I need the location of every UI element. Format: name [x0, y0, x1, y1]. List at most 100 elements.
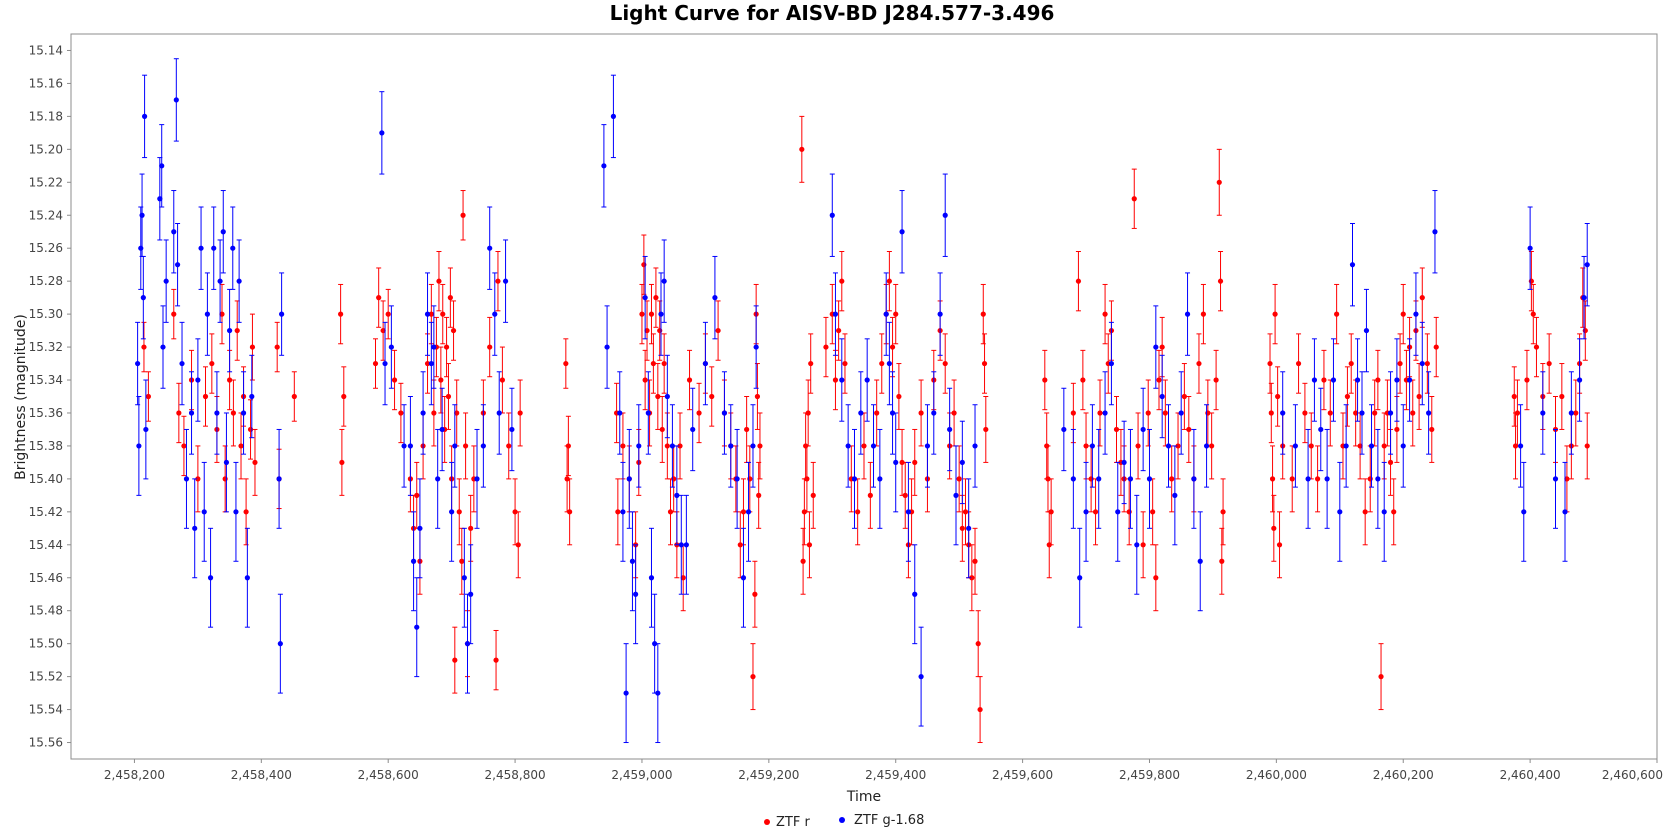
data-point [752, 591, 758, 597]
data-point [1429, 426, 1435, 433]
y-tick-label: 15.14 [29, 43, 63, 57]
x-tick-label: 2,460,600 [1602, 768, 1663, 782]
data-point [279, 311, 285, 317]
data-point [160, 344, 166, 350]
data-point [757, 443, 763, 449]
data-point [424, 360, 431, 367]
y-tick-label: 15.36 [29, 406, 63, 420]
data-point [661, 360, 667, 367]
data-point [141, 113, 148, 119]
data-point [969, 575, 975, 581]
data-point [1394, 377, 1400, 383]
data-point [220, 229, 226, 235]
data-point [230, 245, 236, 251]
data-point [452, 443, 458, 449]
data-point [1220, 509, 1226, 515]
data-point [1362, 509, 1368, 515]
data-point [217, 278, 223, 284]
y-axis-label: Brightness (magnitude) [13, 314, 29, 480]
data-point [420, 410, 426, 416]
data-point [1156, 377, 1162, 383]
x-tick-label: 2,460,000 [1246, 768, 1307, 782]
data-point [1292, 443, 1298, 449]
data-point [431, 344, 437, 350]
y-tick-label: 15.26 [29, 241, 63, 255]
data-point [1267, 360, 1273, 367]
data-point [653, 295, 659, 301]
data-point [674, 492, 680, 498]
data-point [1424, 360, 1430, 367]
data-point [474, 476, 480, 482]
data-point [1527, 245, 1533, 251]
data-point [839, 377, 845, 383]
data-point [450, 327, 457, 334]
data-point [1077, 575, 1083, 581]
y-tick-label: 15.20 [29, 142, 63, 156]
data-point [1387, 459, 1394, 466]
y-tick-label: 15.44 [29, 538, 63, 552]
data-point [1375, 476, 1381, 482]
data-point [1153, 344, 1159, 350]
data-point [1045, 476, 1051, 482]
data-point [1146, 476, 1153, 482]
data-point [135, 360, 141, 367]
data-point [1581, 295, 1587, 301]
data-point [1219, 558, 1225, 564]
data-point [214, 410, 220, 416]
data-point [655, 393, 661, 400]
data-point [808, 360, 814, 367]
legend-label-g: ZTF g-1.68 [854, 813, 924, 828]
data-point [893, 459, 899, 466]
data-point [1184, 311, 1191, 317]
data-point [1324, 476, 1330, 482]
data-point [565, 443, 571, 449]
data-point [1397, 360, 1403, 367]
data-point [492, 311, 498, 317]
data-point [480, 443, 486, 449]
data-point [252, 459, 258, 466]
data-point [678, 542, 684, 548]
data-point [980, 311, 986, 317]
data-point [499, 377, 505, 383]
data-point [247, 426, 254, 433]
data-point [889, 344, 896, 350]
data-point [1172, 492, 1178, 498]
data-point [745, 509, 752, 515]
data-point [1363, 327, 1370, 334]
data-point [686, 377, 693, 383]
data-point [1113, 426, 1120, 433]
data-point [1042, 377, 1048, 383]
data-point [1400, 311, 1406, 317]
data-point [1159, 393, 1165, 400]
data-point [1102, 410, 1108, 416]
data-point [1511, 393, 1517, 400]
data-point [219, 311, 225, 317]
data-point [1368, 443, 1375, 449]
data-point [883, 311, 889, 317]
data-point [468, 525, 474, 531]
data-point [1416, 393, 1422, 400]
data-point [1357, 443, 1363, 449]
data-point [867, 492, 873, 498]
data-point [1096, 476, 1102, 482]
data-point [626, 476, 632, 482]
data-point [806, 542, 813, 548]
data-point [1097, 410, 1103, 416]
data-point [1540, 410, 1546, 416]
x-tick-label: 2,458,200 [104, 768, 165, 782]
y-tick-label: 15.30 [29, 307, 63, 321]
data-point [1573, 410, 1579, 416]
y-tick-label: 15.42 [29, 505, 63, 519]
data-point [1276, 542, 1283, 548]
y-tick-label: 15.16 [29, 76, 63, 90]
data-point [274, 344, 280, 350]
legend-marker-g [839, 817, 845, 823]
data-point [1131, 196, 1137, 202]
data-point [424, 311, 431, 317]
data-point [737, 542, 743, 548]
data-point [440, 311, 446, 317]
data-point [650, 360, 656, 367]
data-point [1089, 443, 1095, 449]
data-point [1213, 377, 1219, 383]
